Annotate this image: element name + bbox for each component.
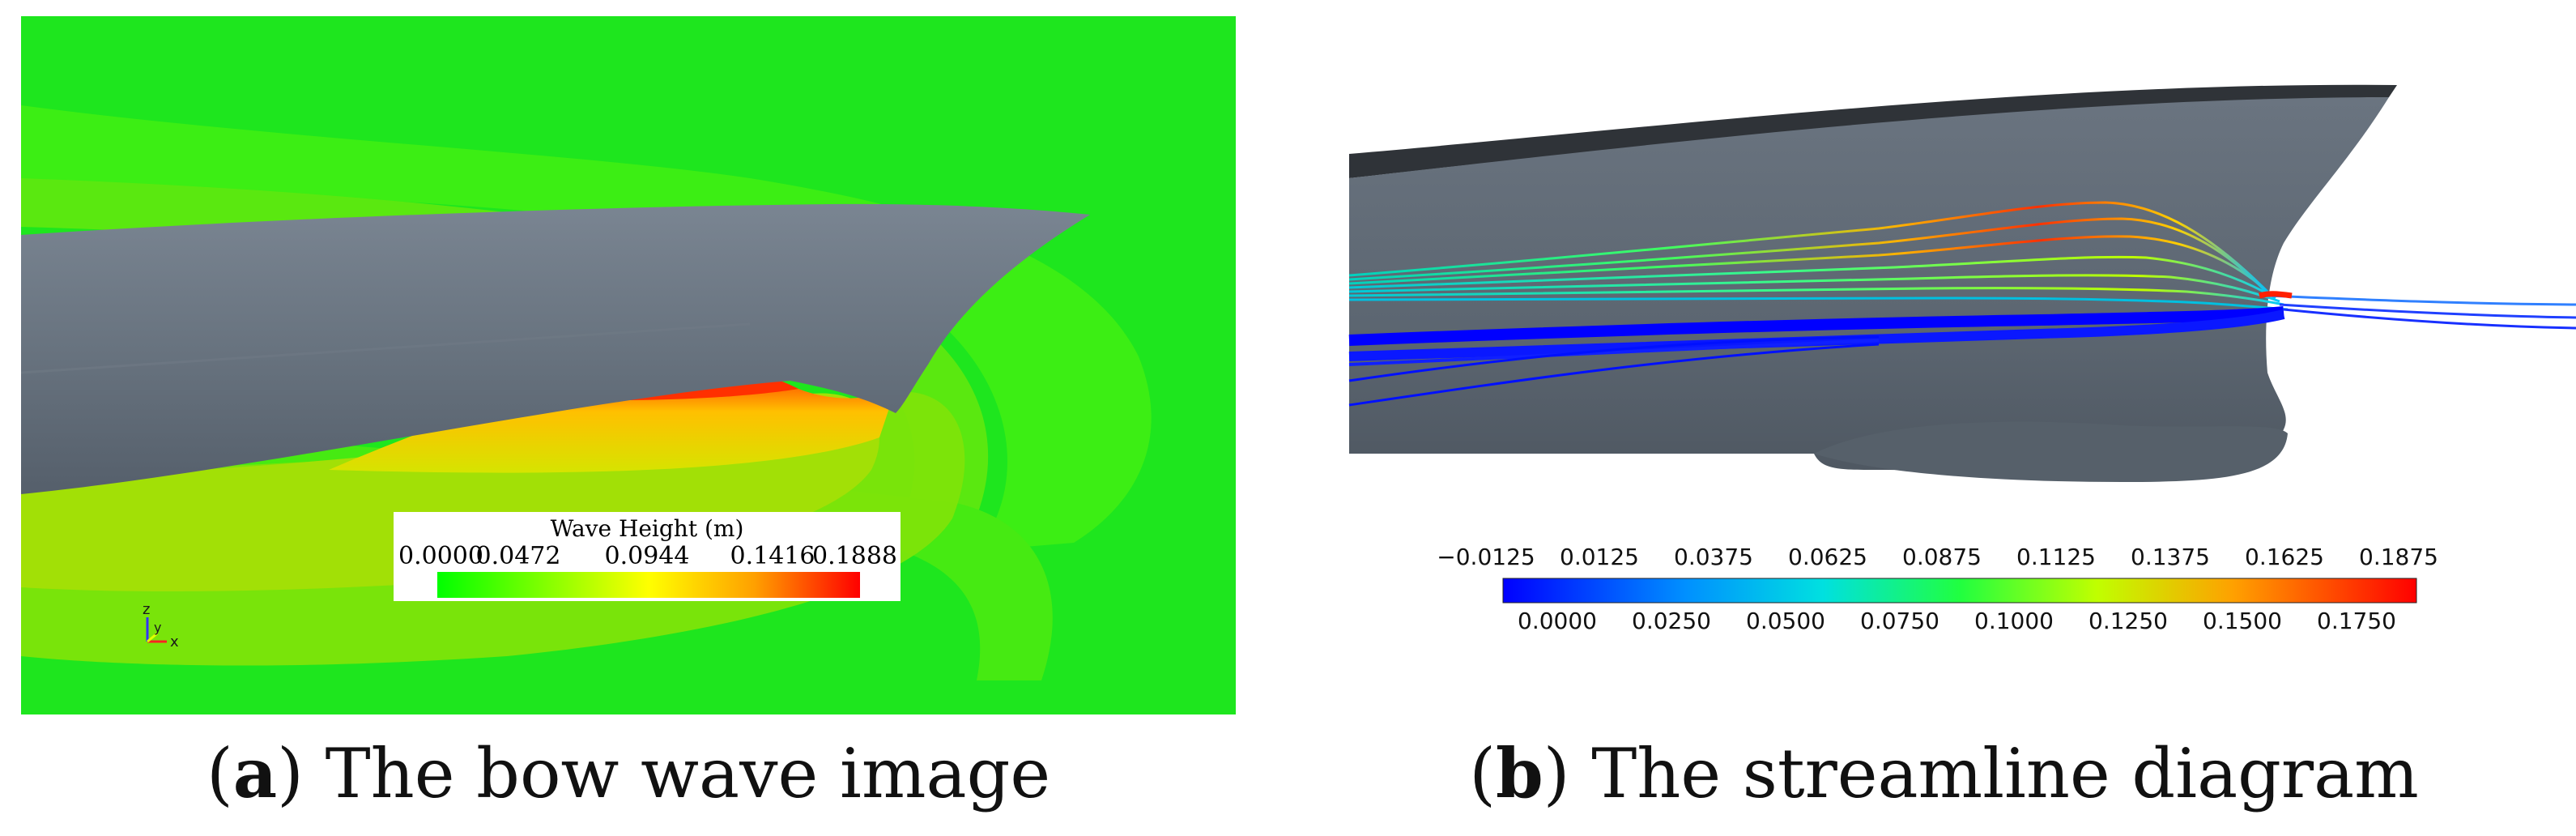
colorbar-gradient: [437, 572, 860, 598]
ship-hull: [1349, 84, 2397, 482]
bow-wave-panel: Wave Height (m) 0.0000 0.0472 0.0944 0.1…: [21, 16, 1236, 714]
colorbar-top-tick: 0.1875: [2359, 544, 2438, 570]
colorbar-bottom-tick: 0.0000: [1518, 608, 1597, 634]
colorbar-top-tick: 0.1375: [2131, 544, 2210, 570]
colorbar-tick: 0.0472: [476, 542, 561, 570]
colorbar-tick: 0.0944: [605, 542, 690, 570]
axis-x-label: x: [170, 633, 179, 650]
colorbar-bottom-tick: 0.1250: [2088, 608, 2168, 634]
caption-b-letter: b: [1495, 733, 1543, 813]
streamline-colorbar: −0.0125 0.0125 0.0375 0.0625 0.0875 0.11…: [1437, 544, 2438, 634]
colorbar-top-tick: 0.0875: [1902, 544, 1982, 570]
colorbar-top-tick: 0.0125: [1560, 544, 1639, 570]
caption-a-letter: a: [232, 733, 278, 813]
colorbar-bottom-tick: 0.0500: [1746, 608, 1825, 634]
wave-height-colorbar: Wave Height (m) 0.0000 0.0472 0.0944 0.1…: [394, 512, 901, 601]
colorbar-top-tick: 0.1625: [2245, 544, 2324, 570]
ship-hull: [21, 203, 1090, 494]
colorbar-top-tick: −0.0125: [1437, 544, 1535, 570]
colorbar-bottom-tick: 0.1500: [2203, 608, 2282, 634]
colorbar-tick: 0.1416: [730, 542, 815, 570]
colorbar-bottom-tick: 0.1750: [2317, 608, 2396, 634]
colorbar-bottom-tick: 0.1000: [1974, 608, 2054, 634]
colorbar-tick: 0.0000: [398, 542, 483, 570]
colorbar-title: Wave Height (m): [551, 515, 744, 542]
colorbar-bottom-tick: 0.0250: [1632, 608, 1711, 634]
colorbar-tick: 0.1888: [812, 542, 897, 570]
streamlines: [1348, 201, 2576, 407]
colorbar-bottom-tick: 0.0750: [1860, 608, 1939, 634]
colorbar-top-tick: 0.0375: [1674, 544, 1753, 570]
streamline-render: −0.0125 0.0125 0.0375 0.0625 0.0875 0.11…: [1348, 84, 2576, 634]
bulbous-bow: [1814, 421, 2288, 482]
bow-wave-render: Wave Height (m) 0.0000 0.0472 0.0944 0.1…: [21, 16, 1236, 714]
colorbar-top-tick: 0.0625: [1788, 544, 1867, 570]
caption-b-text: The streamline diagram: [1591, 734, 2419, 813]
colorbar-gradient: [1502, 578, 2417, 604]
streamline-panel: −0.0125 0.0125 0.0375 0.0625 0.0875 0.11…: [1312, 16, 2576, 714]
caption-a-text: The bow wave image: [325, 734, 1051, 813]
axis-z-label: z: [143, 601, 150, 618]
caption-a: (a) The bow wave image: [206, 733, 1051, 813]
caption-b: (b) The streamline diagram: [1469, 733, 2419, 813]
axis-y-label: y: [154, 620, 161, 635]
axes-triad-icon: z y x: [143, 601, 179, 650]
colorbar-top-tick: 0.1125: [2016, 544, 2096, 570]
